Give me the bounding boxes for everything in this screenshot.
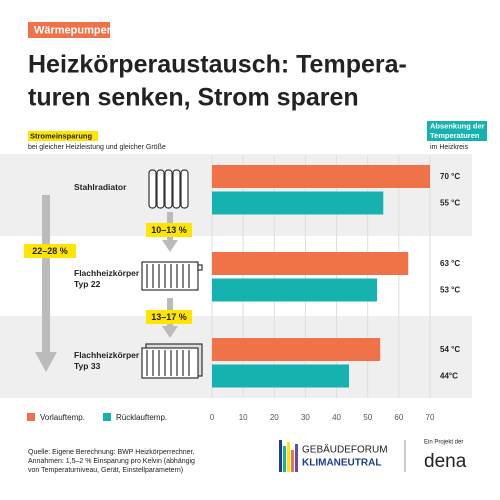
- logo-text: KLIMANEUTRAL: [302, 458, 381, 469]
- x-tick-label: 40: [332, 413, 341, 422]
- value-label: 44°C: [440, 372, 458, 381]
- x-tick-label: 30: [301, 413, 310, 422]
- annotation-bg: [24, 244, 76, 258]
- bar: [212, 165, 430, 188]
- category-label: Flachheizkörper Typ 22: [74, 268, 140, 289]
- logo-bar: [295, 444, 298, 472]
- logo-bar: [279, 440, 282, 472]
- x-tick-label: 50: [363, 413, 372, 422]
- legend-label: Rücklauftemp.: [116, 413, 167, 422]
- annotation-bg: [146, 310, 192, 324]
- legend-swatch: [103, 413, 111, 421]
- x-tick-label: 60: [394, 413, 403, 422]
- tag: Wärmepumpen: [34, 24, 114, 36]
- x-tick-label: 0: [210, 413, 215, 422]
- annotation-bg: [146, 223, 192, 237]
- logo-bar: [283, 446, 286, 472]
- icon-steel-radiator: [148, 169, 189, 209]
- tag-bg: [28, 22, 110, 38]
- value-label: 53 °C: [440, 286, 460, 295]
- value-label: 55 °C: [440, 199, 460, 208]
- x-tick-label: 20: [270, 413, 279, 422]
- bar: [212, 191, 384, 215]
- x-tick-label: 10: [239, 413, 248, 422]
- highlight: [427, 121, 487, 141]
- bar: [212, 278, 378, 302]
- project-text: Ein Projekt der: [424, 440, 463, 446]
- highlight: [28, 131, 98, 141]
- dena-logo: dena: [424, 451, 467, 472]
- x-tick-label: 70: [426, 413, 435, 422]
- value-label: 63 °C: [440, 259, 460, 268]
- icon-flat-33: [141, 343, 203, 379]
- value-label: 54 °C: [440, 345, 460, 354]
- right-label: Absenkung der: [430, 121, 485, 130]
- bar: [212, 338, 381, 361]
- bar: [212, 252, 409, 275]
- annotation: 10–13 %: [151, 225, 187, 235]
- category-label: Stahlradiator: [74, 182, 127, 192]
- source: von Temperaturniveau, Gerät, Einstellpar…: [28, 467, 183, 474]
- right-label: Temperaturen: [430, 131, 480, 140]
- legend-label: Vorlauftemp.: [40, 413, 85, 422]
- legend-swatch: [27, 413, 35, 421]
- source: Annahmen: 1,5–2 % Einsparung pro Kelvin …: [28, 458, 195, 465]
- title-line: Heizkörperaustausch: Tempera-: [28, 51, 407, 79]
- logo-bar: [291, 450, 294, 472]
- annotation: 22–28 %: [32, 246, 68, 256]
- category-label: Flachheizkörper Typ 33: [74, 350, 140, 371]
- bar: [212, 364, 350, 388]
- left-sublabel: bei gleicher Heizleistung und gleicher G…: [28, 144, 166, 151]
- icon-flat-22: [141, 261, 203, 291]
- logo-text: GEBÄUDEFORUM: [302, 444, 388, 456]
- source: Quelle: Eigene Berechnung: BWP Heizkörpe…: [28, 449, 194, 456]
- value-label: 70 °C: [440, 172, 460, 181]
- left-label: Stromeinsparung: [30, 131, 93, 140]
- logo-bar: [287, 442, 290, 472]
- title-line: turen senken, Strom sparen: [28, 84, 359, 112]
- annotation: 13–17 %: [151, 312, 187, 322]
- right-sublabel: im Heizkreis: [430, 144, 469, 151]
